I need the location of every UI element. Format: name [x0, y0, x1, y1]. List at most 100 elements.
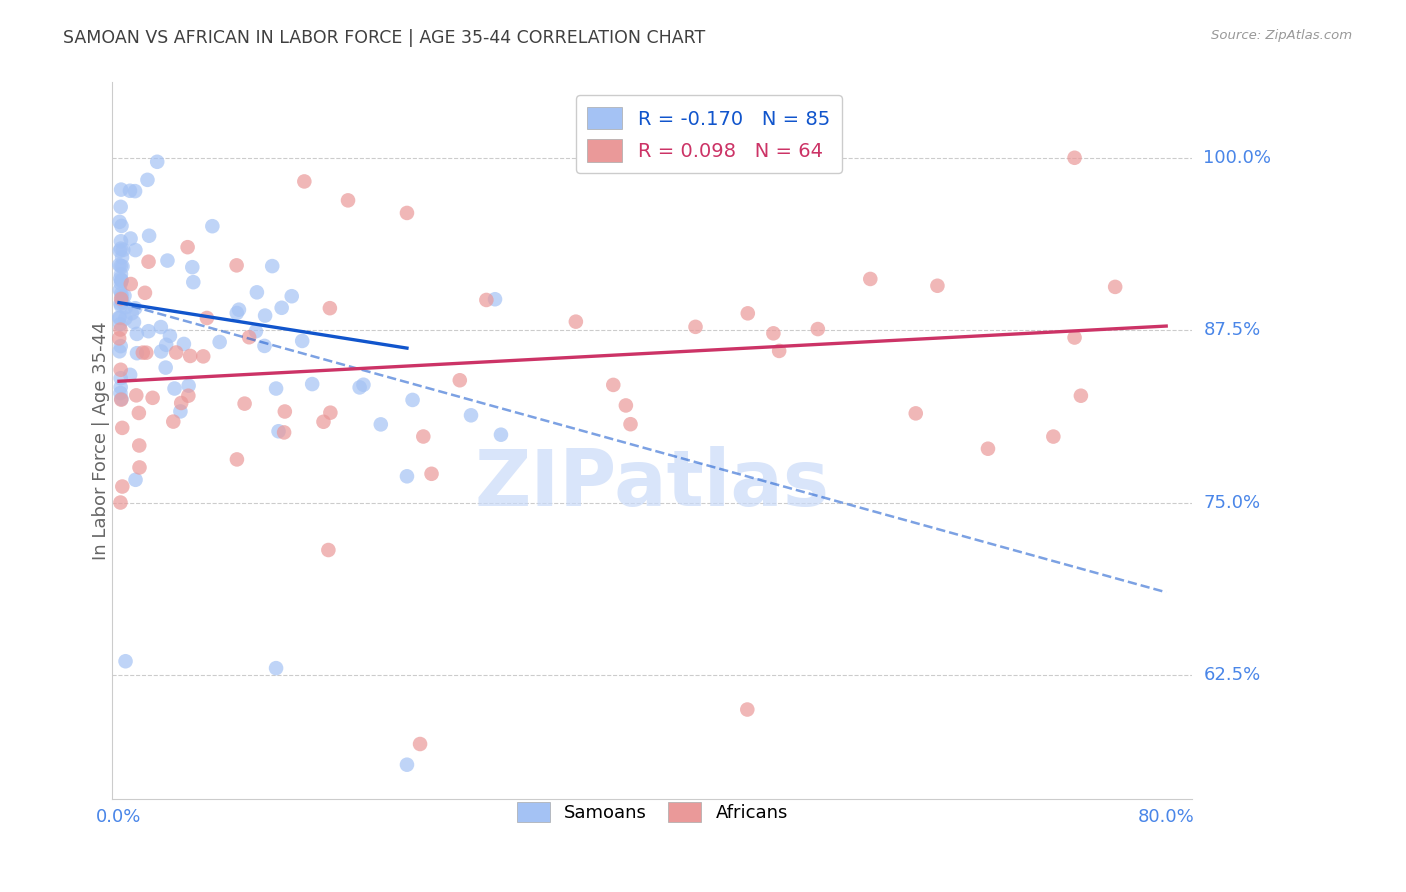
Point — [159, 329, 181, 343]
Point — [181, 260, 204, 275]
Text: SAMOAN VS AFRICAN IN LABOR FORCE | AGE 35-44 CORRELATION CHART: SAMOAN VS AFRICAN IN LABOR FORCE | AGE 3… — [63, 29, 706, 46]
Point — [238, 330, 260, 344]
Point — [110, 200, 132, 214]
Point — [977, 442, 1000, 456]
Point — [110, 495, 132, 509]
Point — [114, 289, 136, 303]
Point — [1104, 280, 1126, 294]
Point — [138, 228, 160, 243]
Point — [195, 310, 218, 325]
Point — [179, 349, 201, 363]
Point — [124, 473, 146, 487]
Point — [169, 404, 191, 418]
Point — [110, 290, 132, 304]
Point — [228, 302, 250, 317]
Point — [565, 315, 588, 329]
Point — [927, 278, 949, 293]
Point — [395, 206, 418, 220]
Point — [108, 331, 131, 345]
Y-axis label: In Labor Force | Age 35-44: In Labor Force | Age 35-44 — [93, 321, 110, 560]
Point — [225, 258, 247, 272]
Point — [112, 243, 135, 257]
Point — [162, 415, 184, 429]
Text: ZIPatlas: ZIPatlas — [475, 446, 830, 522]
Point — [254, 309, 277, 323]
Point — [1070, 389, 1092, 403]
Point — [370, 417, 392, 432]
Point — [110, 296, 132, 310]
Point — [177, 378, 200, 392]
Point — [264, 382, 287, 396]
Point — [312, 415, 335, 429]
Point — [420, 467, 443, 481]
Point — [110, 259, 132, 273]
Point — [110, 339, 132, 353]
Point — [337, 194, 360, 208]
Point — [120, 368, 142, 382]
Point — [132, 345, 155, 359]
Point — [111, 250, 134, 264]
Point — [155, 338, 177, 352]
Point — [125, 326, 148, 341]
Point — [110, 242, 132, 256]
Point — [155, 360, 177, 375]
Point — [762, 326, 785, 341]
Point — [165, 345, 187, 359]
Point — [737, 306, 759, 320]
Point — [685, 319, 707, 334]
Point — [110, 392, 132, 407]
Point — [108, 244, 131, 258]
Point — [1042, 429, 1064, 443]
Point — [177, 389, 200, 403]
Point — [173, 337, 195, 351]
Point — [319, 406, 342, 420]
Point — [121, 306, 143, 320]
Point — [1063, 151, 1085, 165]
Point — [135, 345, 157, 359]
Point — [352, 377, 374, 392]
Point — [291, 334, 314, 348]
Point — [149, 320, 172, 334]
Point — [110, 380, 132, 394]
Point — [176, 240, 198, 254]
Point — [138, 324, 160, 338]
Point — [412, 429, 434, 443]
Point — [111, 294, 134, 309]
Point — [395, 469, 418, 483]
Point — [273, 425, 295, 440]
Point — [807, 322, 830, 336]
Point — [318, 543, 340, 558]
Point — [108, 258, 131, 272]
Point — [1063, 330, 1085, 344]
Point — [170, 396, 193, 410]
Point — [128, 406, 150, 420]
Point — [264, 661, 287, 675]
Point — [138, 254, 160, 268]
Point — [114, 311, 136, 326]
Point — [475, 293, 498, 307]
Point — [110, 363, 132, 377]
Point — [110, 286, 132, 301]
Point — [246, 285, 269, 300]
Point — [128, 460, 150, 475]
Point — [859, 272, 882, 286]
Text: 75.0%: 75.0% — [1204, 493, 1261, 512]
Point — [108, 318, 131, 332]
Point — [120, 277, 142, 291]
Point — [122, 315, 145, 329]
Point — [108, 310, 131, 325]
Point — [737, 702, 759, 716]
Point — [114, 654, 136, 668]
Point — [904, 406, 927, 420]
Point — [124, 184, 146, 198]
Point — [110, 274, 132, 288]
Point — [115, 300, 138, 314]
Point — [124, 301, 146, 316]
Point — [619, 417, 641, 432]
Point — [110, 267, 132, 281]
Point — [110, 234, 132, 248]
Point — [349, 380, 371, 394]
Point — [128, 438, 150, 452]
Point — [108, 283, 131, 297]
Point — [110, 392, 132, 406]
